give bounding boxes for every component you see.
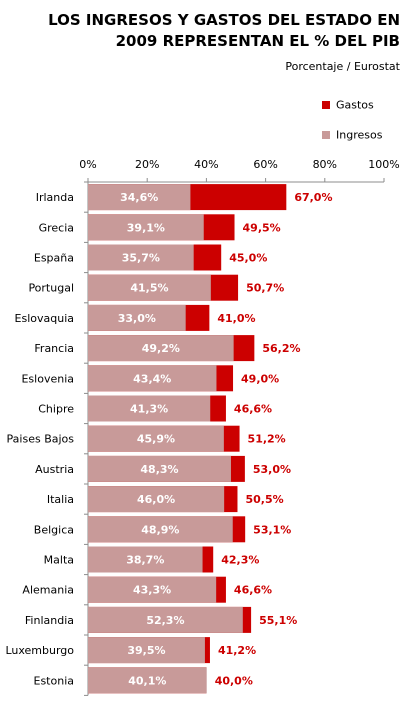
- category-label: España: [34, 252, 74, 265]
- x-tick-label: 0%: [79, 158, 96, 171]
- legend-item-ingresos: Ingresos: [322, 128, 382, 142]
- x-tick-label: 40%: [194, 158, 218, 171]
- data-label-ingresos: 39,5%: [127, 644, 165, 657]
- bar-ingresos: [88, 425, 224, 452]
- bar-ingresos: [88, 395, 211, 422]
- data-label-ingresos: 45,9%: [137, 433, 175, 446]
- data-label-gastos: 67,0%: [294, 191, 332, 204]
- category-label: Eslovaquia: [15, 312, 74, 325]
- data-label-ingresos: 41,3%: [130, 403, 168, 416]
- legend-swatch-gastos: [322, 101, 330, 109]
- bar-ingresos: [88, 304, 186, 331]
- legend-item-gastos: Gastos: [322, 98, 374, 112]
- x-tick-label: 100%: [368, 158, 399, 171]
- data-label-gastos: 45,0%: [229, 252, 267, 265]
- data-label-gastos: 50,7%: [246, 282, 284, 295]
- data-label-ingresos: 48,9%: [141, 523, 179, 536]
- legend-swatch-ingresos: [322, 131, 330, 139]
- data-label-gastos: 46,6%: [234, 584, 272, 597]
- chart-title: LOS INGRESOS Y GASTOS DEL ESTADO EN 2009…: [10, 10, 400, 52]
- legend-label-gastos: Gastos: [336, 98, 374, 112]
- x-tick-label: 60%: [253, 158, 277, 171]
- bar-ingresos: [88, 214, 204, 241]
- data-label-gastos: 41,0%: [217, 312, 255, 325]
- data-label-gastos: 40,0%: [215, 674, 253, 687]
- bar-ingresos: [88, 184, 191, 211]
- legend-label-ingresos: Ingresos: [336, 128, 383, 142]
- bar-ingresos: [88, 606, 243, 633]
- category-label: Belgica: [34, 523, 74, 536]
- category-label: Irlanda: [36, 191, 74, 204]
- data-label-gastos: 41,2%: [218, 644, 256, 657]
- bar-ingresos: [88, 274, 211, 301]
- data-label-gastos: 51,2%: [248, 433, 286, 446]
- chart-title-line-2: 2009 REPRESENTAN EL % DEL PIB: [115, 32, 400, 50]
- category-label: Luxemburgo: [5, 644, 74, 657]
- category-label: Alemania: [22, 584, 74, 597]
- data-label-ingresos: 49,2%: [142, 342, 180, 355]
- category-label: Paises Bajos: [7, 433, 75, 446]
- category-label: Eslovenia: [21, 372, 74, 385]
- category-label: Estonia: [34, 674, 75, 687]
- bar-ingresos: [88, 486, 225, 513]
- bar-ingresos: [88, 244, 194, 271]
- chart-title-line-1: LOS INGRESOS Y GASTOS DEL ESTADO EN: [48, 11, 400, 29]
- category-label: Malta: [44, 554, 74, 567]
- data-label-ingresos: 40,1%: [128, 674, 166, 687]
- x-tick-label: 20%: [135, 158, 159, 171]
- data-label-ingresos: 38,7%: [126, 554, 164, 567]
- data-label-gastos: 50,5%: [245, 493, 283, 506]
- category-label: Grecia: [39, 221, 74, 234]
- data-label-gastos: 53,0%: [253, 463, 291, 476]
- bar-ingresos: [88, 455, 231, 482]
- data-label-ingresos: 52,3%: [146, 614, 184, 627]
- data-label-ingresos: 43,4%: [133, 372, 171, 385]
- bar-ingresos: [88, 667, 207, 694]
- data-label-gastos: 49,5%: [243, 221, 281, 234]
- data-label-ingresos: 39,1%: [127, 221, 165, 234]
- bar-ingresos: [88, 546, 203, 573]
- bar-ingresos: [88, 637, 205, 664]
- data-label-gastos: 55,1%: [259, 614, 297, 627]
- data-label-ingresos: 35,7%: [122, 252, 160, 265]
- data-label-ingresos: 48,3%: [140, 463, 178, 476]
- data-label-gastos: 53,1%: [253, 523, 291, 536]
- chart-subtitle: Porcentaje / Eurostat: [285, 60, 400, 73]
- category-label: Francia: [34, 342, 74, 355]
- data-label-ingresos: 33,0%: [118, 312, 156, 325]
- data-label-gastos: 56,2%: [262, 342, 300, 355]
- bar-ingresos: [88, 516, 233, 543]
- category-label: Austria: [35, 463, 74, 476]
- data-label-ingresos: 43,3%: [133, 584, 171, 597]
- data-label-ingresos: 46,0%: [137, 493, 175, 506]
- x-tick-label: 80%: [313, 158, 337, 171]
- data-label-ingresos: 34,6%: [120, 191, 158, 204]
- category-label: Finlandia: [25, 614, 74, 627]
- bar-ingresos: [88, 335, 234, 362]
- category-label: Chipre: [38, 403, 74, 416]
- category-label: Italia: [47, 493, 74, 506]
- data-label-gastos: 42,3%: [221, 554, 259, 567]
- bar-ingresos: [88, 576, 217, 603]
- data-label-ingresos: 41,5%: [130, 282, 168, 295]
- bar-ingresos: [88, 365, 217, 392]
- data-label-gastos: 49,0%: [241, 372, 279, 385]
- category-label: Portugal: [28, 282, 74, 295]
- data-label-gastos: 46,6%: [234, 403, 272, 416]
